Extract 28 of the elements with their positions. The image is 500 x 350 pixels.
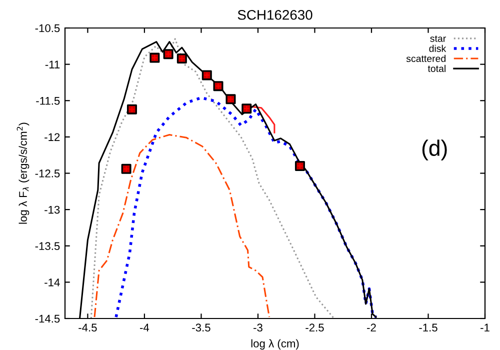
x-tick-label: -4 [140, 324, 150, 332]
x-tick-label: -4.5 [78, 324, 97, 332]
y-tick-label: -11 [45, 60, 60, 68]
x-tick-label: -1 [480, 324, 490, 332]
legend-label: total [428, 64, 446, 72]
x-tick-label: -2.5 [306, 324, 324, 332]
y-tick-label: -14 [44, 278, 60, 286]
y-tick-label: -12 [44, 133, 60, 141]
y-axis-title: log λ F$_{λ}$ (ergs/s/cm$^{2}$) [16, 122, 30, 224]
x-tick-label: -3 [254, 324, 262, 332]
line-series [90, 38, 335, 318]
legend-label: scattered [406, 54, 446, 62]
line-series [94, 134, 270, 318]
y-tick-label: -14.5 [35, 314, 60, 323]
x-tick-label: -1.5 [419, 324, 438, 332]
y-tick-label: -13.5 [35, 242, 60, 250]
chart-title: SCH162630 [238, 10, 312, 20]
y-tick-label: -12.5 [35, 170, 60, 178]
x-tick-label: -2 [367, 324, 376, 332]
x-axis-title: log λ (cm) [251, 339, 299, 350]
y-tick-label: -13 [44, 206, 60, 214]
line-series [114, 96, 378, 318]
legend-label: disk [429, 44, 446, 52]
y-tick-label: -10.5 [35, 24, 60, 32]
y-tick-label: -11.5 [36, 97, 60, 105]
legend-label: star [430, 36, 446, 42]
annotation: (d) [422, 140, 447, 160]
x-tick-label: -3.5 [192, 324, 210, 332]
